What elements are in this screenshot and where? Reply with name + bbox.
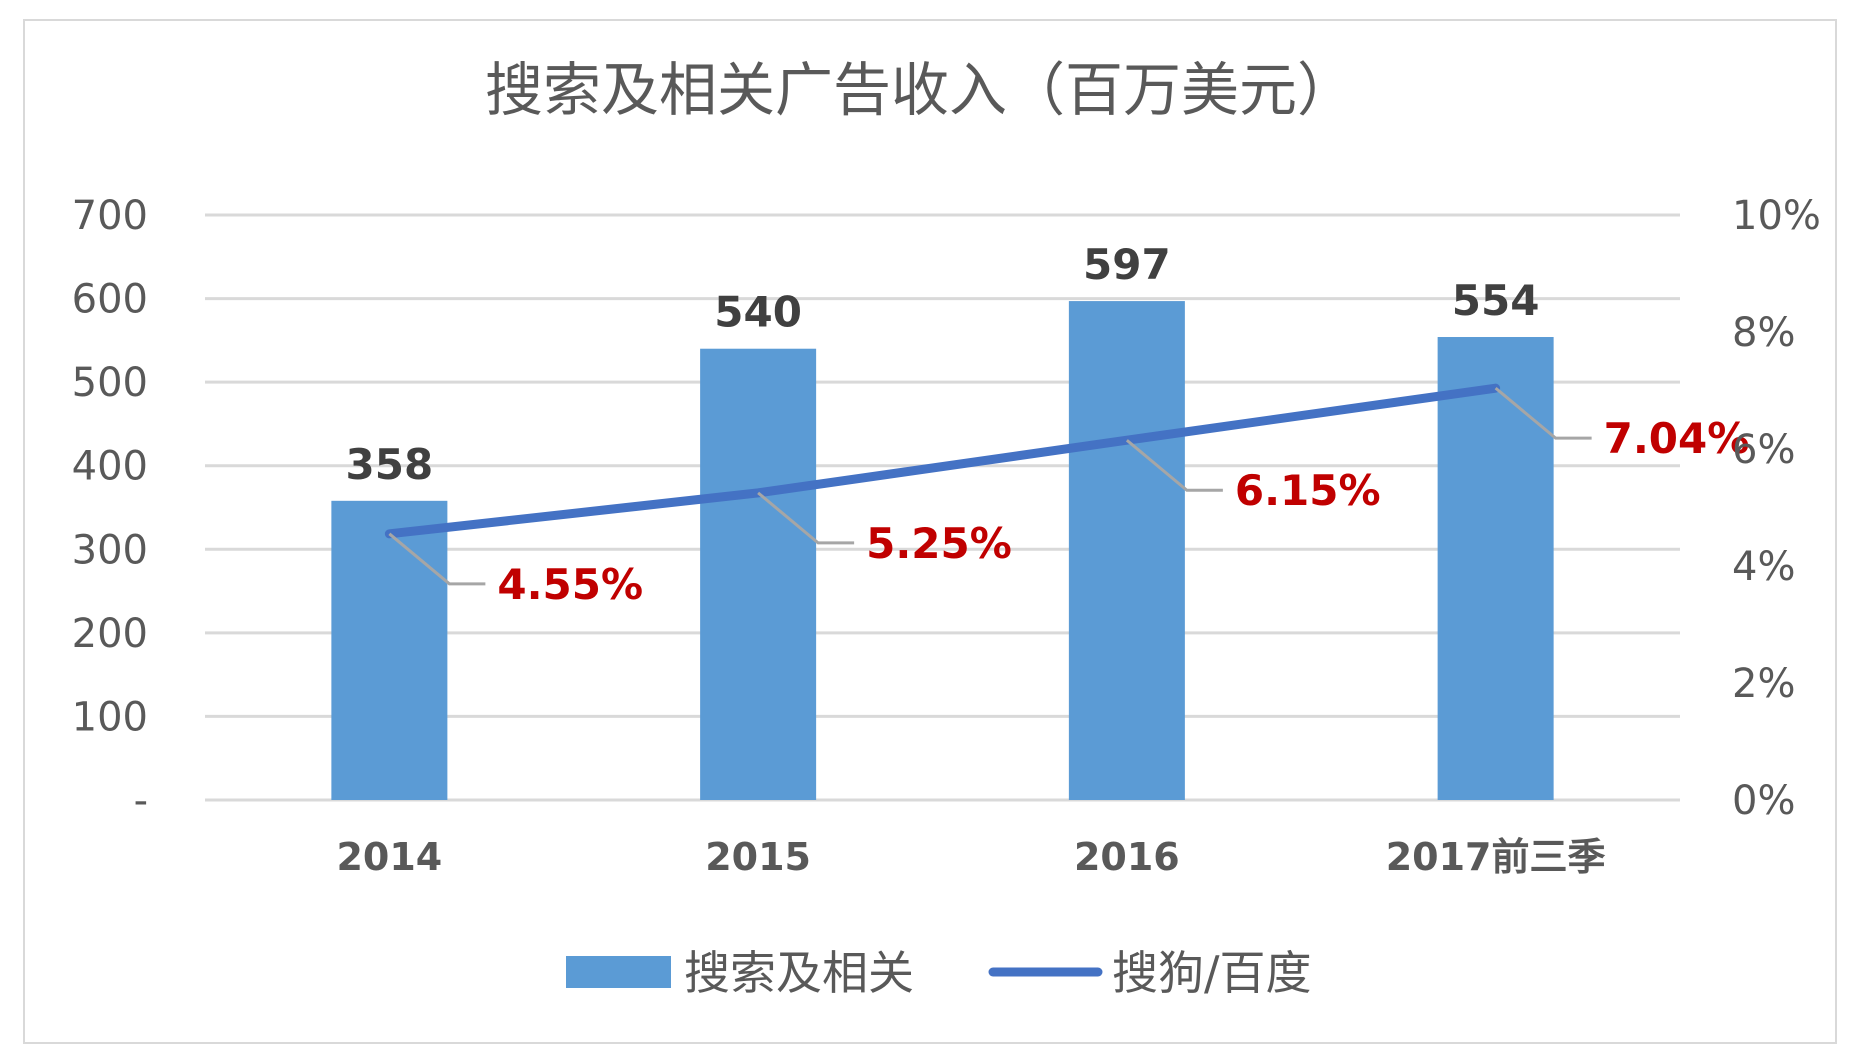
y2-axis-tick-label: 4% xyxy=(1732,544,1795,590)
bar-data-label: 554 xyxy=(1452,276,1540,325)
y-axis-tick-label: 500 xyxy=(72,360,148,406)
line-data-label: 7.04% xyxy=(1604,414,1750,463)
y2-axis-tick-label: 0% xyxy=(1732,778,1795,824)
bar-series xyxy=(331,301,1554,800)
legend-bar-swatch xyxy=(566,956,671,988)
axes: - 100 200 300 400 500 600 700 0% 2% 4% 6% 8% 10% 2014 2… xyxy=(72,193,1821,879)
data-labels: 358 540 597 554 4.55% 5.25% 6.15% 7.04% xyxy=(346,240,1750,609)
leader-line xyxy=(1494,387,1592,440)
bar-data-label: 597 xyxy=(1083,240,1171,289)
y2-axis-tick-label: 2% xyxy=(1732,661,1795,707)
bar xyxy=(700,348,817,800)
y2-axis-tick-label: 10% xyxy=(1732,193,1821,239)
x-axis-tick-label: 2015 xyxy=(705,835,811,879)
x-axis-tick-label: 2017前三季 xyxy=(1386,835,1606,879)
bar xyxy=(1068,301,1185,800)
leader-line xyxy=(1125,439,1223,492)
leader-line xyxy=(388,532,486,586)
chart-title: 搜索及相关广告收入（百万美元） xyxy=(485,56,1355,124)
y-axis-tick-label: 200 xyxy=(72,611,148,657)
legend-bar-label: 搜索及相关 xyxy=(684,946,914,1000)
y-axis-tick-label: 100 xyxy=(72,694,148,740)
line-series-path xyxy=(384,383,1501,539)
y-axis-tick-label: 400 xyxy=(72,444,148,490)
bar xyxy=(1437,337,1554,800)
leader-line xyxy=(757,491,855,545)
legend: 搜索及相关 搜狗/百度 xyxy=(566,946,1312,1000)
x-axis-tick-label: 2014 xyxy=(336,835,442,879)
line-data-label: 6.15% xyxy=(1235,466,1381,515)
y2-axis-tick-label: 8% xyxy=(1732,310,1795,356)
x-axis-tick-label: 2016 xyxy=(1074,835,1180,879)
y-axis-tick-label: 700 xyxy=(72,193,148,239)
y-axis-tick-label: 600 xyxy=(72,277,148,323)
y-axis-tick-label: 300 xyxy=(72,527,148,573)
legend-line-label: 搜狗/百度 xyxy=(1112,946,1312,1000)
y2-axis-tick-label: 6% xyxy=(1732,427,1795,473)
bar-data-label: 358 xyxy=(346,440,434,489)
line-data-label: 4.55% xyxy=(497,560,643,609)
bar-data-label: 540 xyxy=(714,288,802,337)
bar xyxy=(331,500,448,800)
line-data-label: 5.25% xyxy=(866,519,1012,568)
y-axis-tick-label: - xyxy=(134,778,148,824)
line-series xyxy=(384,383,1501,539)
